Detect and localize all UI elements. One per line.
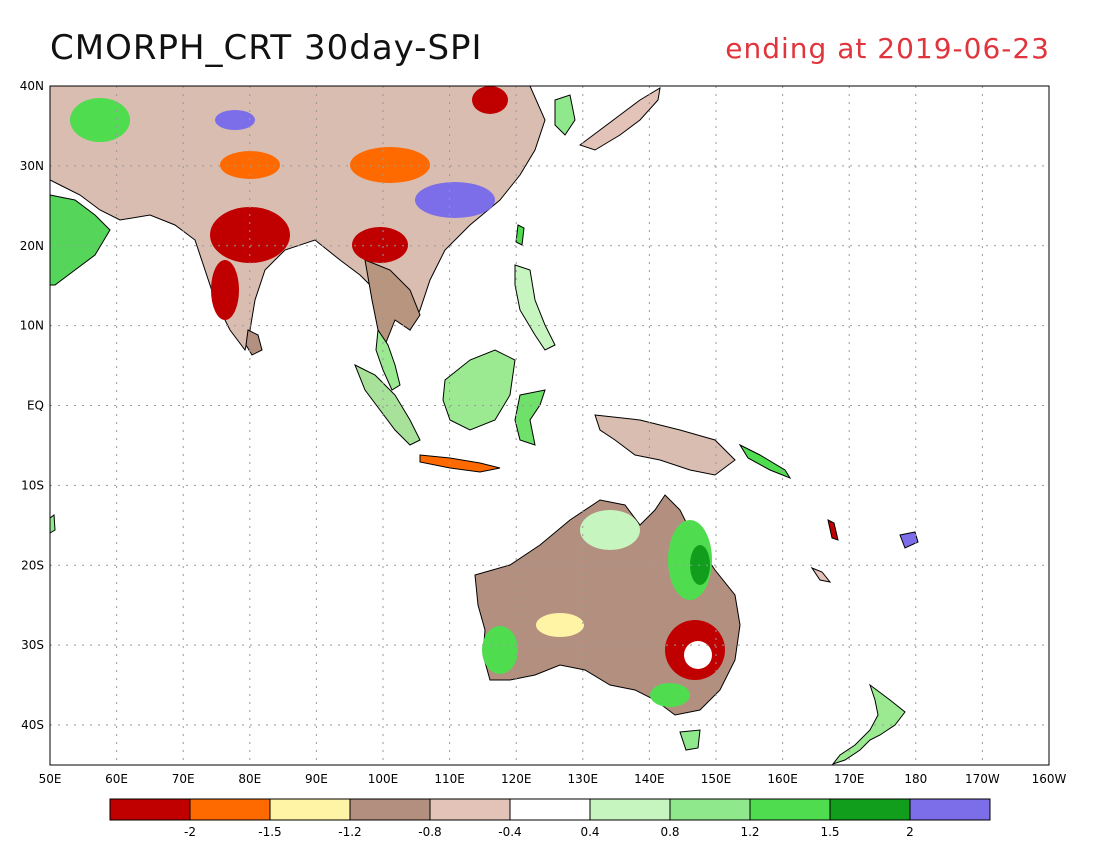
lon-tick-label: 170W (965, 772, 1000, 786)
victoria-wet-patch (650, 683, 690, 707)
vanuatu-islands (827, 519, 839, 541)
colorbar-label: -0.4 (498, 825, 521, 839)
wa-dry-patch (536, 613, 584, 637)
lon-tick-label: 170E (834, 772, 865, 786)
map-subtitle: ending at 2019-06-23 (725, 32, 1050, 65)
colorbar-label: 1.5 (820, 825, 839, 839)
colorbar-swatch (189, 798, 271, 821)
new-caledonia-island (810, 566, 832, 583)
tasmania-island (679, 729, 701, 751)
colorbar-swatch (909, 798, 991, 821)
lat-tick-label: 30S (21, 638, 44, 652)
colorbar-label: 0.4 (580, 825, 599, 839)
sulawesi-island (514, 389, 546, 446)
colorbar-label: 1.2 (740, 825, 759, 839)
lon-tick-label: 100E (368, 772, 399, 786)
lon-tick-label: 80E (238, 772, 261, 786)
china-wet-patch (415, 182, 495, 218)
asia-landmass (49, 85, 546, 352)
lat-tick-label: 10N (20, 319, 44, 333)
philippines-islands (514, 264, 556, 351)
colorbar-swatch (749, 798, 831, 821)
lon-tick-label: 130E (568, 772, 599, 786)
sumatra-island (354, 363, 421, 446)
lat-tick-label: 40S (21, 718, 44, 732)
colorbar-label: -2 (184, 825, 196, 839)
lon-tick-label: 150E (701, 772, 732, 786)
lon-tick-label: 90E (305, 772, 328, 786)
lat-tick-label: 10S (21, 478, 44, 492)
lon-tick-label: 160E (767, 772, 798, 786)
colorbar-swatch (589, 798, 671, 821)
colorbar-swatch (429, 798, 511, 821)
colorbar-label: -0.8 (418, 825, 441, 839)
colorbar-swatch (829, 798, 911, 821)
madagascar-edge (49, 514, 56, 534)
colorbar-legend: -2 -1.5 -1.2 -0.8 -0.4 0.4 0.8 1.2 1.5 2 (109, 798, 991, 839)
north-china-dry-patch (472, 86, 508, 114)
graticule (50, 85, 1049, 765)
colorbar-label: 0.8 (660, 825, 679, 839)
lat-tick-label: 20S (21, 558, 44, 572)
indochina-dry-patch (352, 227, 408, 263)
lon-tick-label: 60E (105, 772, 128, 786)
fiji-islands (899, 531, 919, 549)
japan-islands (578, 87, 661, 151)
lon-tick-label: 50E (39, 772, 62, 786)
china-dry-patch (220, 151, 280, 179)
lon-tick-label: 110E (434, 772, 465, 786)
map-frame (49, 85, 1050, 766)
lon-tick-label: 180 (904, 772, 927, 786)
malay-peninsula (375, 328, 401, 391)
map-title: CMORPH_CRT 30day-SPI (50, 28, 483, 68)
taiwan-island (515, 224, 525, 246)
colorbar-label: 2 (906, 825, 914, 839)
tibet-wet-patch (215, 110, 255, 130)
colorbar-swatch (509, 798, 591, 821)
sri-lanka-island (245, 329, 263, 356)
india-dry-patch (210, 207, 290, 263)
colorbar-swatch (349, 798, 431, 821)
colorbar-label: -1.5 (258, 825, 281, 839)
nsw-white-patch (684, 641, 712, 669)
java-island (419, 454, 501, 473)
central-asia-wet-patch (70, 98, 130, 142)
lon-tick-label: 120E (501, 772, 532, 786)
new-zealand-islands (831, 683, 906, 765)
colorbar-swatch (109, 798, 191, 821)
borneo-island (442, 349, 516, 431)
lat-tick-label: EQ (27, 399, 44, 413)
lon-tick-label: 70E (172, 772, 195, 786)
spi-anomaly-patches (70, 86, 725, 707)
new-guinea-island (594, 414, 736, 476)
colorbar-swatch (669, 798, 751, 821)
lon-tick-label: 140E (634, 772, 665, 786)
lat-tick-label: 30N (20, 159, 44, 173)
longitude-labels: 50E 60E 70E 80E 90E 100E 110E 120E 130E 140E 150E 1… (39, 772, 1067, 786)
north-australia-wet-patch (580, 510, 640, 550)
china-dry-patch (350, 147, 430, 183)
indochina-landmass (364, 259, 421, 347)
arabia-landmass (49, 194, 111, 286)
colorbar-swatch (269, 798, 351, 821)
india-dry-patch (211, 260, 239, 320)
korea-peninsula (554, 94, 576, 136)
lat-tick-label: 20N (20, 239, 44, 253)
lon-tick-label: 160W (1032, 772, 1067, 786)
southwest-australia-wet-patch (482, 626, 518, 674)
solomon-islands (738, 443, 792, 480)
latitude-labels: 40N 30N 20N 10N EQ 10S 20S 30S 40S (20, 79, 44, 732)
lat-tick-label: 40N (20, 79, 44, 93)
colorbar-label: -1.2 (338, 825, 361, 839)
